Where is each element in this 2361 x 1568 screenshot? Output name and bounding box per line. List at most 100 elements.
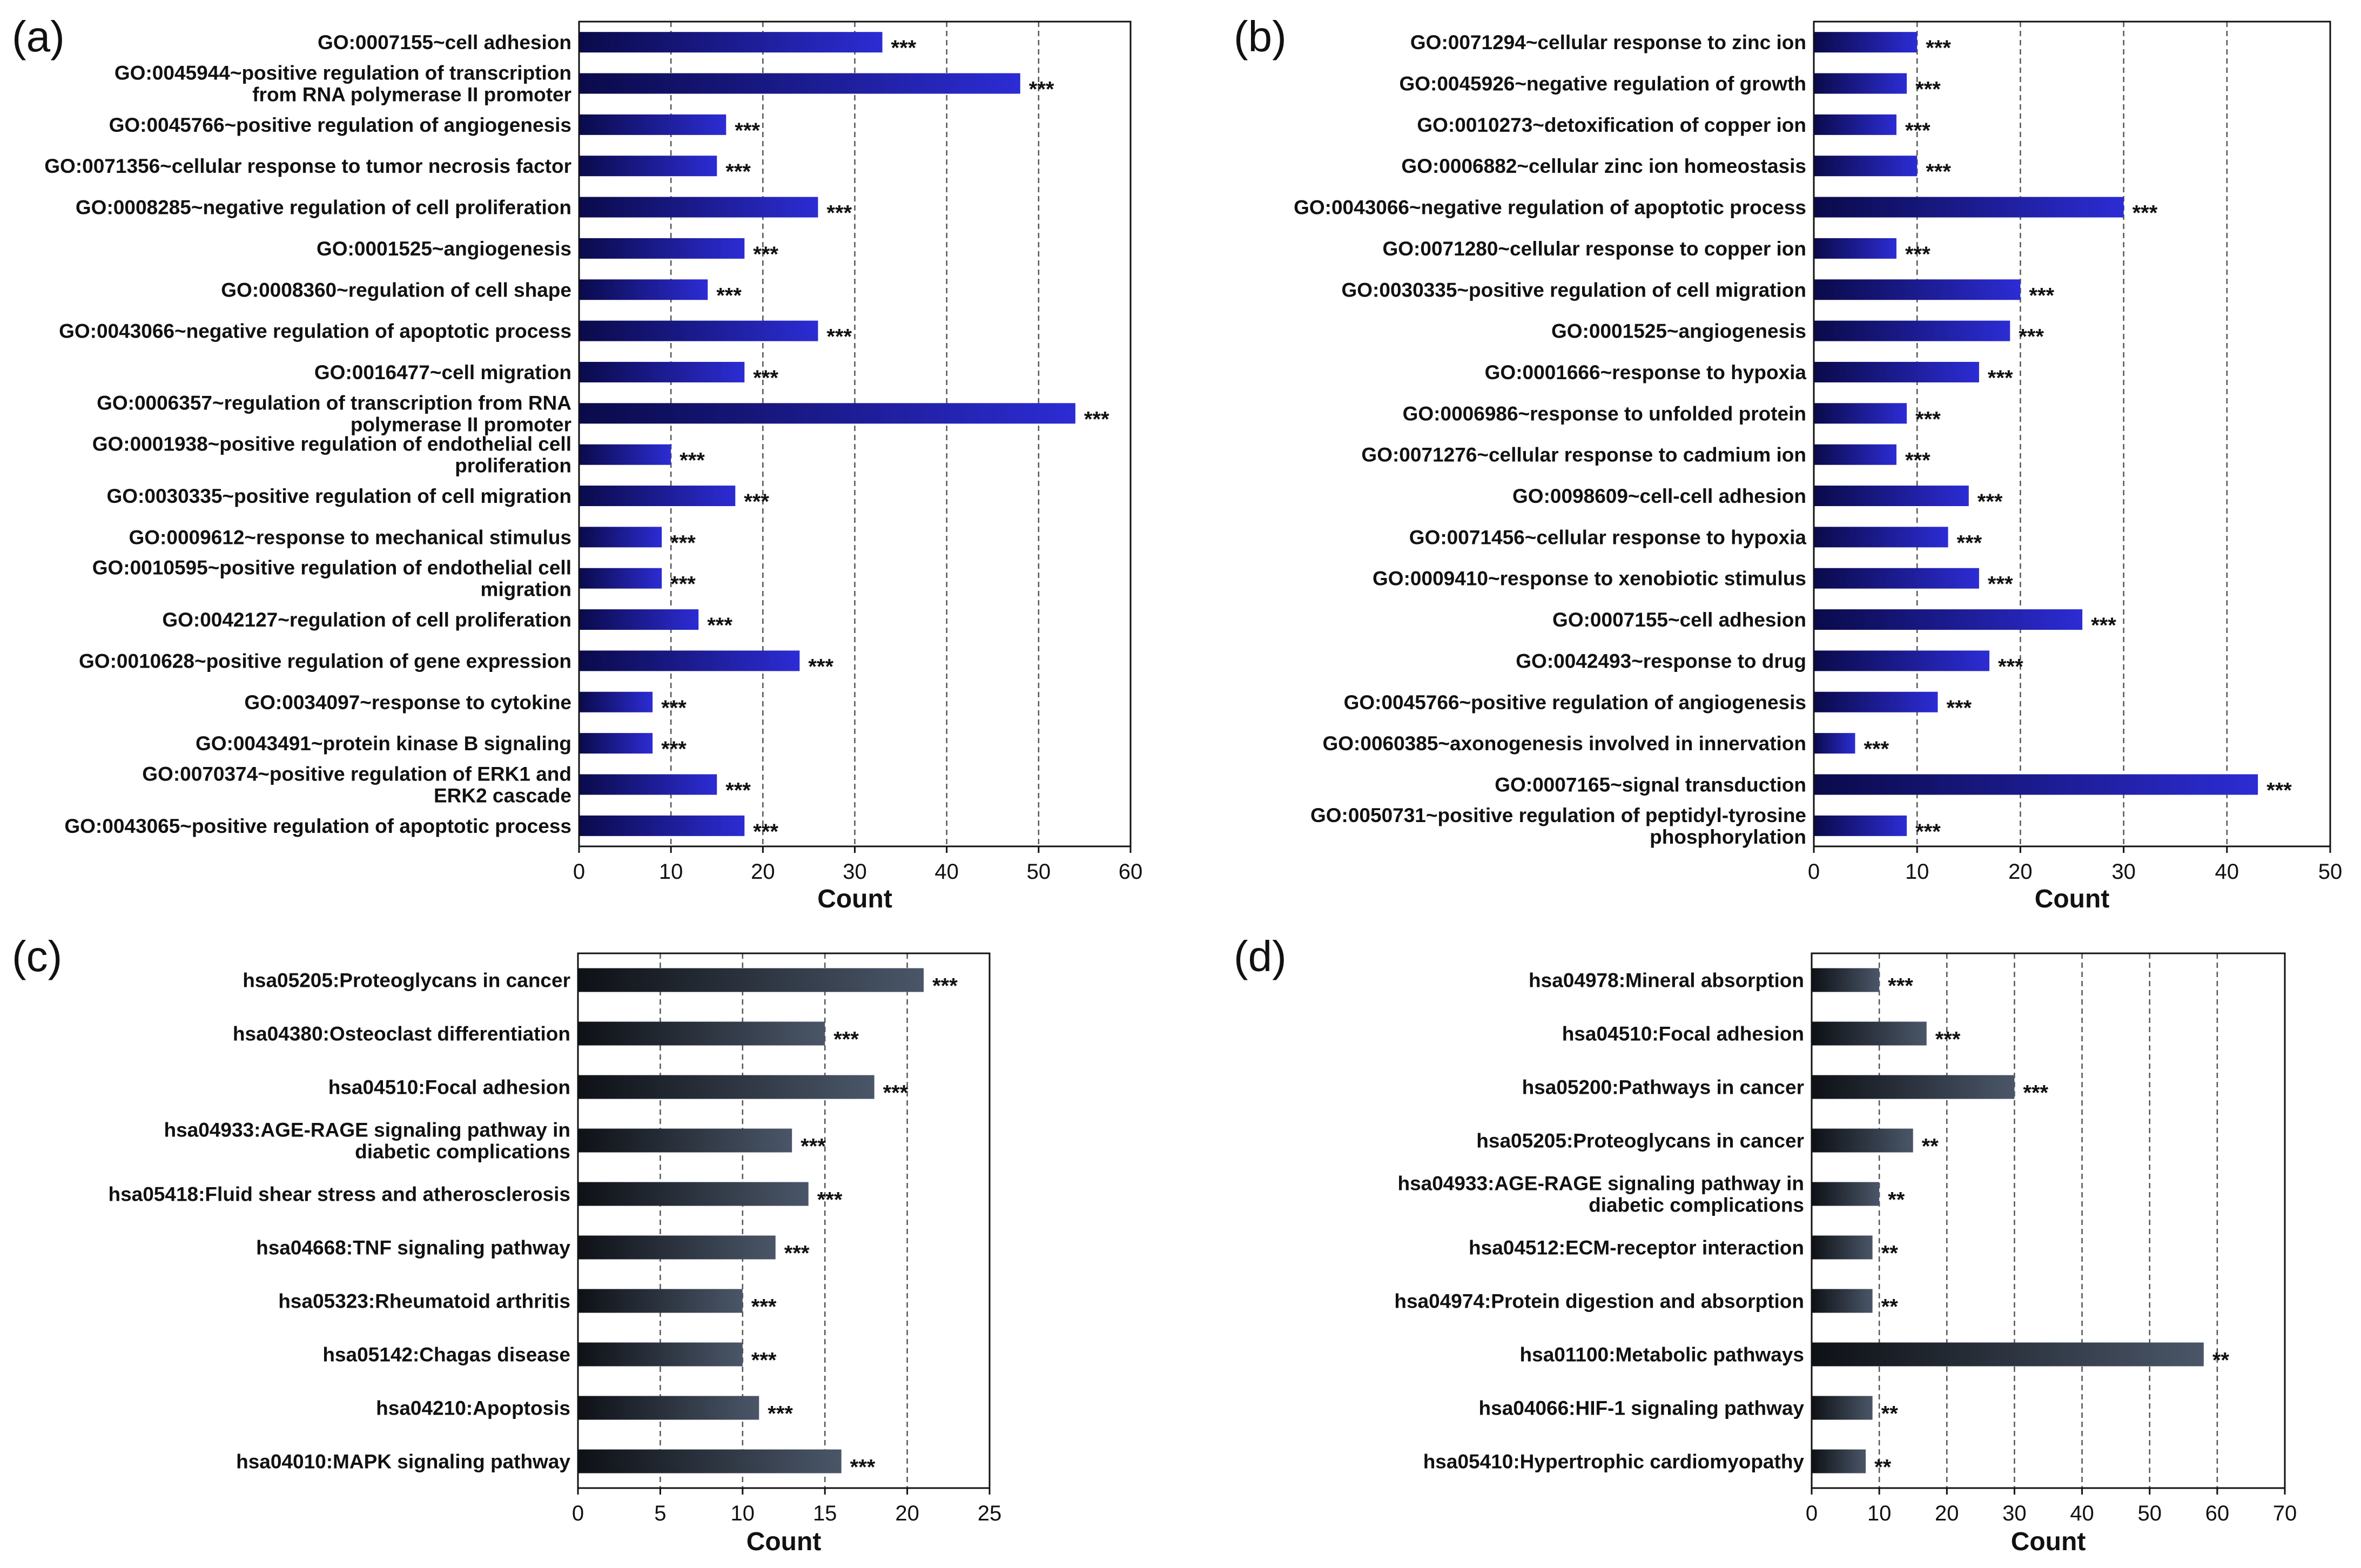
significance-mark: ***: [1977, 490, 2003, 514]
bar: [1814, 403, 1907, 424]
significance-mark: ***: [670, 573, 696, 596]
category-label: GO:0043066~negative regulation of apopto…: [59, 320, 571, 342]
bar: [1812, 968, 1880, 992]
x-tick-label: 0: [1808, 860, 1820, 884]
category-label: hsa04512:ECM-receptor interaction: [1469, 1237, 1804, 1259]
bar: [1814, 650, 1990, 671]
significance-mark: ***: [1864, 737, 1889, 761]
category-label: hsa04668:TNF signaling pathway: [256, 1237, 570, 1259]
significance-mark: ***: [1915, 407, 1941, 431]
significance-mark: ***: [661, 737, 687, 761]
category-label: GO:0098609~cell-cell adhesion: [1512, 485, 1806, 507]
bar: [1814, 114, 1896, 135]
panel-label: (c): [12, 932, 62, 980]
bar: [578, 1235, 776, 1260]
significance-mark: **: [1922, 1135, 1939, 1159]
panel-label: (a): [12, 12, 65, 60]
category-label: hsa04510:Focal adhesion: [1562, 1023, 1804, 1045]
significance-mark: ***: [707, 614, 732, 637]
significance-mark: **: [1881, 1242, 1899, 1266]
category-label: GO:0008360~regulation of cell shape: [221, 279, 571, 301]
category-label: GO:0043491~protein kinase B signaling: [196, 732, 571, 755]
panel-a-chart: (a) GO:0007155~cell adhesion *** GO:0045944…: [12, 12, 1142, 913]
significance-mark: ***: [932, 974, 958, 998]
category-label: hsa04210:Apoptosis: [376, 1397, 570, 1419]
bar: [1812, 1342, 2204, 1367]
bar: [579, 320, 818, 341]
bar: [1812, 1128, 1913, 1153]
x-tick-label: 10: [1905, 860, 1929, 884]
plot-frame: [1813, 21, 2331, 847]
bar: [1812, 1021, 1927, 1046]
significance-mark: ***: [2019, 325, 2044, 349]
bar: [579, 238, 745, 259]
significance-mark: **: [2212, 1349, 2230, 1372]
significance-mark: **: [1888, 1188, 1905, 1212]
significance-mark: ***: [826, 201, 852, 225]
category-label: GO:0010595~positive regulation of endoth…: [92, 557, 571, 601]
category-label: GO:0007155~cell adhesion: [1552, 609, 1806, 631]
bar: [578, 1396, 759, 1420]
panel-label: (b): [1234, 12, 1287, 60]
bar: [578, 1021, 825, 1046]
x-tick-label: 0: [1806, 1502, 1818, 1525]
significance-mark: ***: [1988, 366, 2013, 390]
x-tick-label: 15: [813, 1502, 837, 1525]
x-tick-label: 5: [654, 1502, 666, 1525]
bar: [579, 114, 727, 135]
bar: [579, 774, 717, 795]
x-tick-label: 50: [2318, 860, 2343, 884]
category-label: GO:0001666~response to hypoxia: [1485, 361, 1807, 383]
bar: [579, 32, 883, 53]
x-tick-label: 30: [843, 860, 867, 884]
plot-frame: [1811, 952, 2286, 1489]
panel-b-chart: (b) GO:0071294~cellular response to zinc …: [1234, 12, 2342, 913]
significance-mark: ***: [725, 778, 751, 802]
significance-mark: ***: [1905, 119, 1930, 143]
x-tick-label: 60: [1119, 860, 1143, 884]
significance-mark: ***: [826, 325, 852, 349]
significance-mark: ***: [891, 36, 917, 60]
category-label: GO:0050731~positive regulation of peptid…: [1310, 804, 1806, 848]
bar: [578, 1182, 809, 1206]
bar: [1814, 444, 1896, 465]
bar: [1814, 238, 1896, 259]
x-axis-label: Count: [817, 885, 892, 913]
significance-mark: ***: [850, 1456, 876, 1479]
bar: [578, 1342, 743, 1367]
significance-mark: ***: [817, 1188, 843, 1212]
category-label: hsa04933:AGE-RAGE signaling pathway in di…: [1397, 1173, 1804, 1216]
x-tick-label: 40: [2215, 860, 2239, 884]
x-tick-label: 20: [895, 1502, 919, 1525]
significance-mark: ***: [751, 1349, 777, 1372]
significance-mark: ***: [1946, 696, 1972, 720]
category-label: GO:0071294~cellular response to zinc ion: [1410, 31, 1806, 53]
bar: [1812, 1235, 1873, 1260]
category-label: GO:0007165~signal transduction: [1495, 773, 1806, 796]
category-label: GO:0043065~positive regulation of apopto…: [64, 815, 571, 837]
significance-mark: **: [1881, 1295, 1899, 1319]
bar: [578, 1075, 875, 1099]
category-label: GO:0045944~positive regulation of transc…: [115, 62, 571, 106]
x-tick-label: 20: [1935, 1502, 1959, 1525]
category-label: GO:0043066~negative regulation of apopto…: [1294, 197, 1806, 219]
category-label: GO:0006882~cellular zinc ion homeostasis: [1401, 155, 1806, 177]
category-label: GO:0001525~angiogenesis: [317, 238, 571, 260]
bar: [1812, 1075, 2015, 1099]
bar: [1814, 361, 1979, 382]
significance-mark: ***: [753, 820, 778, 844]
bar: [1814, 486, 1969, 507]
bar: [579, 279, 708, 300]
category-label: hsa04933:AGE-RAGE signaling pathway in di…: [164, 1119, 570, 1163]
bar: [1814, 527, 1948, 548]
bar: [578, 1128, 792, 1153]
bar: [579, 815, 745, 836]
x-tick-label: 50: [1027, 860, 1051, 884]
significance-mark: ***: [2266, 778, 2292, 802]
category-label: GO:0071276~cellular response to cadmium …: [1361, 444, 1806, 466]
bar: [579, 691, 653, 712]
bar: [1814, 774, 2258, 795]
x-axis-label: Count: [2011, 1527, 2086, 1556]
significance-mark: ***: [1888, 974, 1913, 998]
